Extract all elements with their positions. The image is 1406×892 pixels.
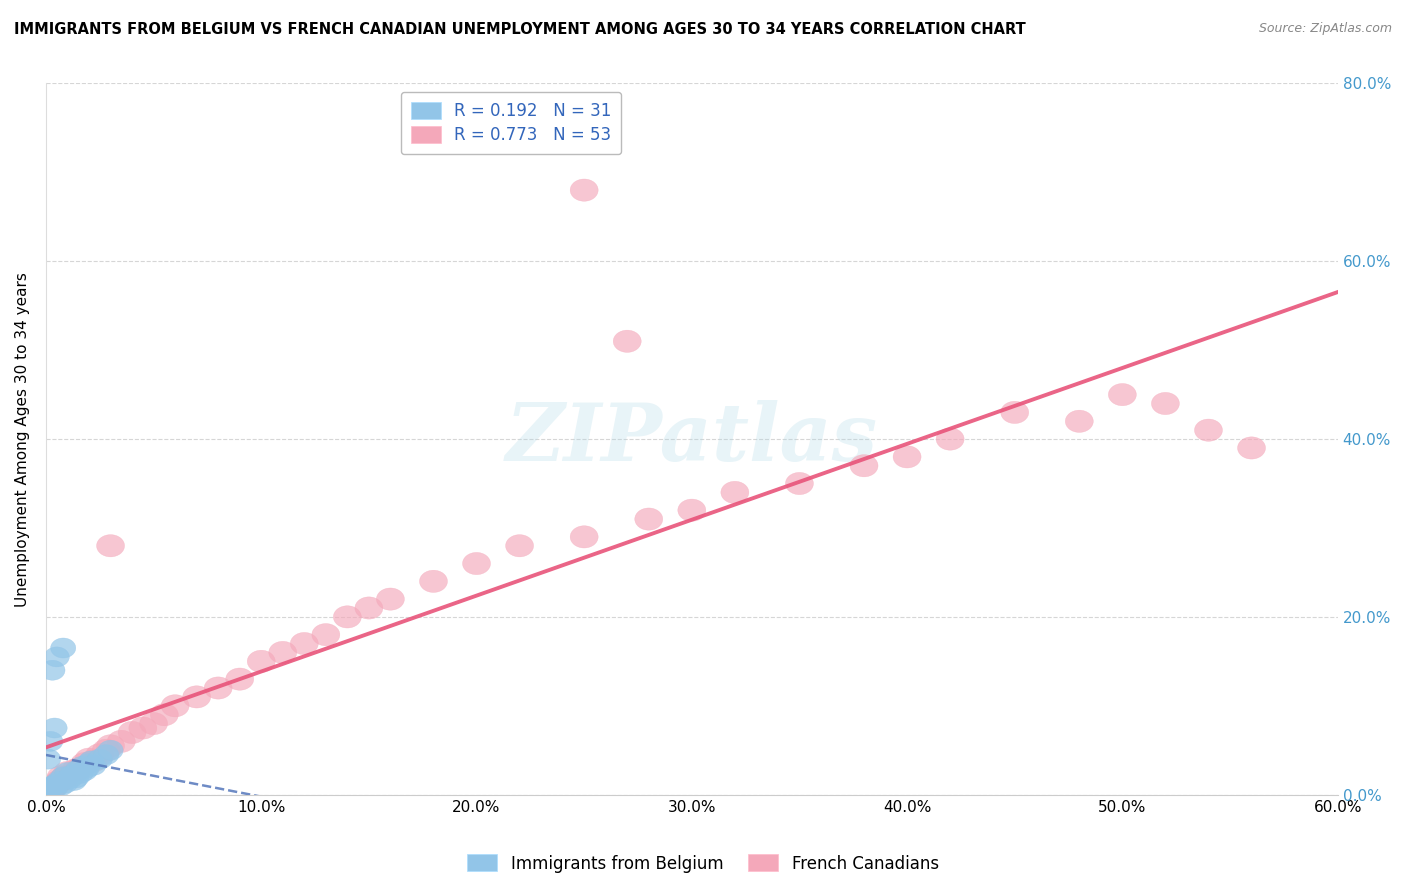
Ellipse shape (44, 647, 69, 667)
Ellipse shape (66, 760, 91, 780)
Ellipse shape (35, 749, 60, 769)
Ellipse shape (94, 745, 120, 764)
Ellipse shape (786, 473, 814, 495)
Ellipse shape (70, 753, 98, 774)
Ellipse shape (41, 774, 69, 797)
Ellipse shape (58, 769, 82, 789)
Ellipse shape (39, 776, 65, 796)
Ellipse shape (59, 765, 84, 785)
Ellipse shape (45, 771, 73, 792)
Ellipse shape (333, 606, 361, 628)
Ellipse shape (53, 773, 77, 793)
Ellipse shape (38, 731, 63, 751)
Text: ZIPatlas: ZIPatlas (506, 401, 877, 478)
Ellipse shape (269, 641, 297, 664)
Ellipse shape (1152, 392, 1180, 415)
Ellipse shape (613, 330, 641, 352)
Ellipse shape (51, 638, 76, 658)
Ellipse shape (506, 534, 533, 557)
Y-axis label: Unemployment Among Ages 30 to 34 years: Unemployment Among Ages 30 to 34 years (15, 272, 30, 607)
Ellipse shape (42, 772, 70, 795)
Ellipse shape (80, 756, 105, 775)
Ellipse shape (247, 650, 276, 673)
Ellipse shape (571, 179, 598, 202)
Ellipse shape (1237, 437, 1265, 459)
Ellipse shape (419, 570, 447, 592)
Legend: R = 0.192   N = 31, R = 0.773   N = 53: R = 0.192 N = 31, R = 0.773 N = 53 (401, 92, 621, 154)
Ellipse shape (354, 597, 382, 619)
Ellipse shape (312, 624, 340, 646)
Ellipse shape (678, 500, 706, 521)
Ellipse shape (107, 731, 135, 753)
Ellipse shape (1108, 384, 1136, 406)
Ellipse shape (204, 677, 232, 699)
Ellipse shape (893, 446, 921, 468)
Legend: Immigrants from Belgium, French Canadians: Immigrants from Belgium, French Canadian… (461, 847, 945, 880)
Ellipse shape (37, 779, 65, 801)
Ellipse shape (51, 767, 76, 787)
Ellipse shape (290, 632, 318, 655)
Ellipse shape (70, 756, 96, 776)
Ellipse shape (118, 722, 146, 744)
Ellipse shape (49, 768, 77, 789)
Ellipse shape (38, 778, 63, 797)
Ellipse shape (98, 740, 124, 760)
Ellipse shape (936, 428, 965, 450)
Ellipse shape (463, 552, 491, 574)
Ellipse shape (46, 772, 72, 791)
Ellipse shape (66, 757, 94, 779)
Ellipse shape (1195, 419, 1222, 442)
Text: IMMIGRANTS FROM BELGIUM VS FRENCH CANADIAN UNEMPLOYMENT AMONG AGES 30 TO 34 YEAR: IMMIGRANTS FROM BELGIUM VS FRENCH CANADI… (14, 22, 1026, 37)
Ellipse shape (183, 686, 211, 708)
Ellipse shape (75, 748, 103, 771)
Ellipse shape (1066, 410, 1094, 433)
Ellipse shape (48, 776, 73, 796)
Ellipse shape (58, 764, 86, 786)
Ellipse shape (62, 759, 90, 780)
Ellipse shape (46, 766, 75, 788)
Text: Source: ZipAtlas.com: Source: ZipAtlas.com (1258, 22, 1392, 36)
Ellipse shape (86, 744, 114, 766)
Ellipse shape (634, 508, 662, 530)
Ellipse shape (79, 751, 104, 771)
Ellipse shape (1001, 401, 1029, 424)
Ellipse shape (851, 455, 877, 477)
Ellipse shape (226, 668, 253, 690)
Ellipse shape (53, 762, 82, 783)
Ellipse shape (72, 761, 97, 780)
Ellipse shape (76, 754, 101, 773)
Ellipse shape (162, 695, 190, 717)
Ellipse shape (150, 704, 179, 726)
Ellipse shape (93, 739, 121, 762)
Ellipse shape (377, 588, 405, 610)
Ellipse shape (79, 750, 107, 772)
Ellipse shape (44, 774, 69, 794)
Ellipse shape (42, 718, 67, 738)
Ellipse shape (129, 717, 157, 739)
Ellipse shape (35, 780, 60, 800)
Ellipse shape (42, 779, 67, 798)
Ellipse shape (67, 764, 93, 783)
Ellipse shape (139, 713, 167, 735)
Ellipse shape (63, 768, 89, 788)
Ellipse shape (55, 763, 80, 782)
Ellipse shape (39, 660, 65, 681)
Ellipse shape (97, 534, 125, 557)
Ellipse shape (38, 776, 66, 798)
Ellipse shape (75, 758, 100, 778)
Ellipse shape (97, 735, 125, 757)
Ellipse shape (571, 525, 598, 548)
Ellipse shape (87, 749, 112, 769)
Ellipse shape (721, 482, 749, 503)
Ellipse shape (62, 771, 87, 790)
